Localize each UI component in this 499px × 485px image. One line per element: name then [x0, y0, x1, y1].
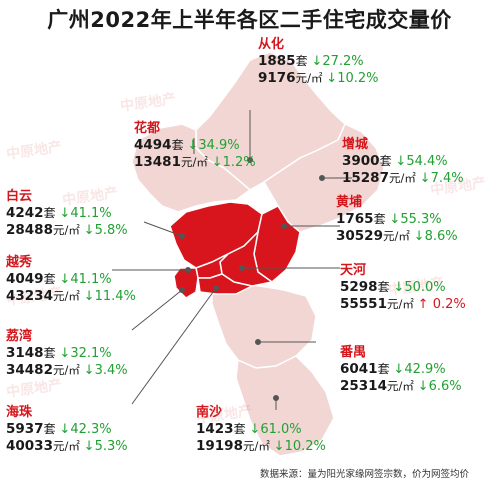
label-baiyun: 白云 4242套 ↓41.1% 28488元/㎡ ↓5.8%	[6, 188, 128, 239]
price-change: ↓5.3%	[83, 439, 128, 454]
label-conghua: 从化 1885套 ↓27.2% 9176元/㎡ ↓10.2%	[258, 36, 379, 87]
volume-unit: 套	[43, 422, 56, 436]
price-unit: 元/㎡	[386, 297, 414, 311]
price-value: 30529	[336, 228, 383, 244]
price-unit: 元/㎡	[52, 223, 80, 237]
price-value: 13481	[134, 154, 181, 170]
price-change: ↓6.6%	[417, 379, 462, 394]
district-name: 荔湾	[6, 329, 33, 344]
volume-unit: 套	[377, 280, 390, 294]
volume-change: ↓55.3%	[389, 212, 442, 227]
price-unit: 元/㎡	[52, 289, 80, 303]
map-dark-regions	[169, 201, 301, 299]
volume-value: 3900	[342, 153, 380, 169]
map-light-regions	[131, 51, 385, 457]
volume-unit: 套	[295, 54, 308, 68]
volume-unit: 套	[171, 138, 184, 152]
price-unit: 元/㎡	[386, 379, 414, 393]
volume-unit: 套	[43, 206, 56, 220]
label-huadu: 花都 4494套 ↓34.9% 13481元/㎡ ↓1.2%	[134, 120, 256, 171]
price-change: ↓10.2%	[273, 439, 326, 454]
volume-value: 5298	[340, 279, 378, 295]
volume-value: 1423	[196, 421, 234, 437]
leader-lines	[112, 110, 352, 410]
price-unit: 元/㎡	[52, 439, 80, 453]
source-note: 数据来源：量为阳光家缘网签宗数，价为网签均价	[260, 469, 470, 480]
district-name: 花都	[134, 121, 161, 136]
volume-value: 1765	[336, 211, 374, 227]
price-change: ↓3.4%	[83, 363, 128, 378]
volume-value: 4494	[134, 137, 172, 153]
volume-change: ↓41.1%	[59, 206, 112, 221]
volume-change: ↓42.9%	[393, 362, 446, 377]
price-change: ↓10.2%	[326, 71, 379, 86]
district-name: 天河	[340, 263, 367, 278]
price-change: ↓11.4%	[83, 289, 136, 304]
volume-value: 4049	[6, 271, 44, 287]
volume-value: 5937	[6, 421, 44, 437]
district-name: 南沙	[196, 405, 223, 420]
price-unit: 元/㎡	[382, 229, 410, 243]
label-huangpu: 黄埔 1765套 ↓55.3% 30529元/㎡ ↓8.6%	[336, 194, 458, 245]
price-unit: 元/㎡	[52, 363, 80, 377]
volume-change: ↓42.3%	[59, 422, 112, 437]
price-unit: 元/㎡	[388, 171, 416, 185]
price-value: 9176	[258, 70, 296, 86]
page-title: 广州2022年上半年各区二手住宅成交量价	[47, 8, 452, 32]
district-name: 白云	[6, 189, 33, 204]
price-change: ↓8.6%	[413, 229, 458, 244]
volume-change: ↓34.9%	[187, 138, 240, 153]
price-change: ↓7.4%	[419, 171, 464, 186]
volume-change: ↓50.0%	[393, 280, 446, 295]
price-unit: 元/㎡	[295, 71, 323, 85]
label-panyu: 番禺 6041套 ↓42.9% 25314元/㎡ ↓6.6%	[340, 344, 462, 395]
volume-unit: 套	[233, 422, 246, 436]
price-value: 15287	[342, 170, 389, 186]
price-value: 40033	[6, 438, 53, 454]
volume-change: ↓32.1%	[59, 346, 112, 361]
label-nansha: 南沙 1423套 ↓61.0% 19198元/㎡ ↓10.2%	[196, 404, 326, 455]
price-unit: 元/㎡	[242, 439, 270, 453]
price-value: 55551	[340, 296, 387, 312]
price-change: ↓1.2%	[211, 155, 256, 170]
label-tianhe: 天河 5298套 ↓50.0% 55551元/㎡ ↑ 0.2%	[340, 262, 466, 313]
district-name: 增城	[342, 137, 369, 152]
volume-value: 4242	[6, 205, 44, 221]
volume-unit: 套	[379, 154, 392, 168]
district-name: 从化	[258, 37, 285, 52]
volume-unit: 套	[377, 362, 390, 376]
price-change: ↑ 0.2%	[417, 297, 466, 312]
label-yuexiu: 越秀 4049套 ↓41.1% 43234元/㎡ ↓11.4%	[6, 254, 136, 305]
price-value: 25314	[340, 378, 387, 394]
region-nansha	[235, 355, 335, 457]
price-value: 19198	[196, 438, 243, 454]
price-value: 43234	[6, 288, 53, 304]
district-name: 黄埔	[336, 195, 363, 210]
price-change: ↓5.8%	[83, 223, 128, 238]
volume-unit: 套	[43, 346, 56, 360]
volume-change: ↓54.4%	[395, 154, 448, 169]
region-panyu	[211, 283, 317, 369]
price-value: 34482	[6, 362, 53, 378]
label-liwan: 荔湾 3148套 ↓32.1% 34482元/㎡ ↓3.4%	[6, 328, 128, 379]
volume-value: 6041	[340, 361, 378, 377]
district-name: 海珠	[6, 405, 33, 420]
volume-unit: 套	[373, 212, 386, 226]
volume-unit: 套	[43, 272, 56, 286]
label-haizhu: 海珠 5937套 ↓42.3% 40033元/㎡ ↓5.3%	[6, 404, 128, 455]
region-huadu	[131, 123, 252, 213]
price-unit: 元/㎡	[180, 155, 208, 169]
region-haizhu	[197, 273, 255, 295]
district-name: 番禺	[340, 345, 367, 360]
volume-change: ↓61.0%	[249, 422, 302, 437]
volume-change: ↓41.1%	[59, 272, 112, 287]
label-zengcheng: 增城 3900套 ↓54.4% 15287元/㎡ ↓7.4%	[342, 136, 464, 187]
district-name: 越秀	[6, 255, 33, 270]
volume-value: 1885	[258, 53, 296, 69]
volume-change: ↓27.2%	[311, 54, 364, 69]
price-value: 28488	[6, 222, 53, 238]
volume-value: 3148	[6, 345, 44, 361]
